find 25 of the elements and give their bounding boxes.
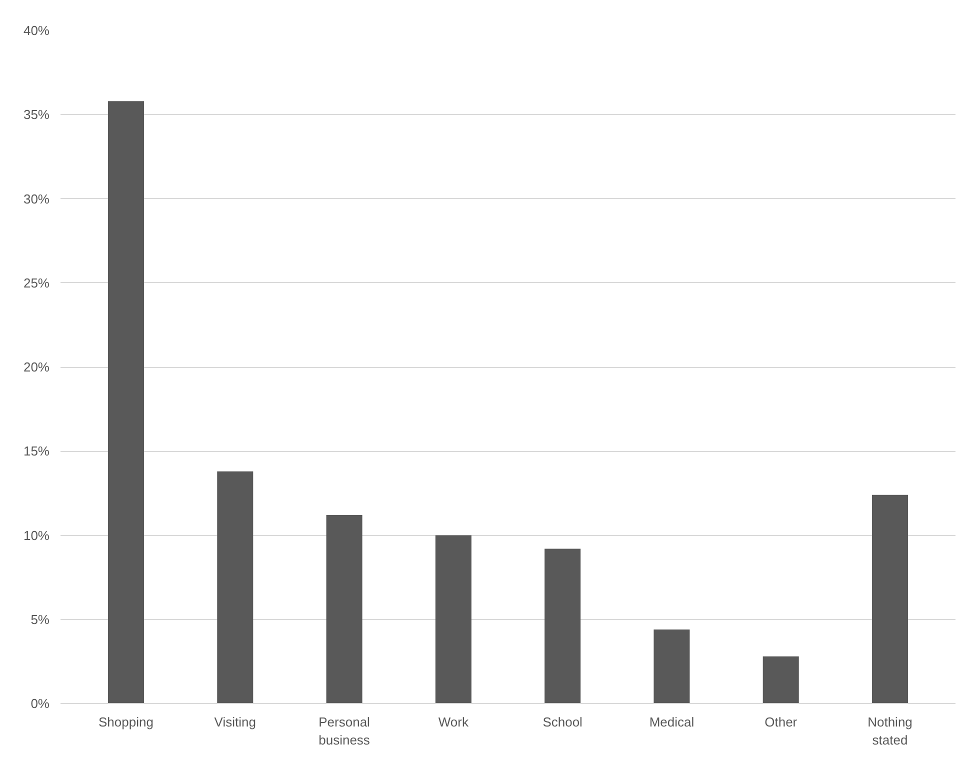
- y-tick-label: 35%: [23, 107, 50, 122]
- x-tick-label: Nothing stated: [868, 714, 912, 748]
- y-tick-label: 25%: [23, 275, 50, 290]
- bar: [435, 535, 472, 704]
- bar: [872, 494, 908, 704]
- bar: [217, 471, 254, 704]
- x-tick-label: Work: [438, 714, 469, 730]
- bar: [108, 101, 144, 704]
- y-tick-label: 10%: [23, 528, 50, 543]
- x-tick-label: Other: [764, 714, 798, 730]
- x-tick-label: Medical: [649, 714, 694, 730]
- bar: [762, 656, 799, 704]
- y-tick-label: 15%: [23, 444, 50, 459]
- x-tick-label: Shopping: [98, 714, 154, 730]
- y-tick-label: 5%: [30, 612, 50, 627]
- bar: [326, 515, 362, 704]
- bar: [544, 548, 581, 704]
- y-tick-label: 20%: [23, 360, 50, 374]
- x-tick-label: School: [542, 714, 583, 730]
- y-tick-label: 0%: [30, 696, 50, 711]
- y-tick-label: 40%: [23, 23, 50, 38]
- x-tick-label: Personal business: [318, 714, 370, 748]
- bar: [654, 629, 690, 704]
- y-tick-label: 30%: [23, 191, 50, 206]
- x-tick-label: Visiting: [214, 714, 256, 730]
